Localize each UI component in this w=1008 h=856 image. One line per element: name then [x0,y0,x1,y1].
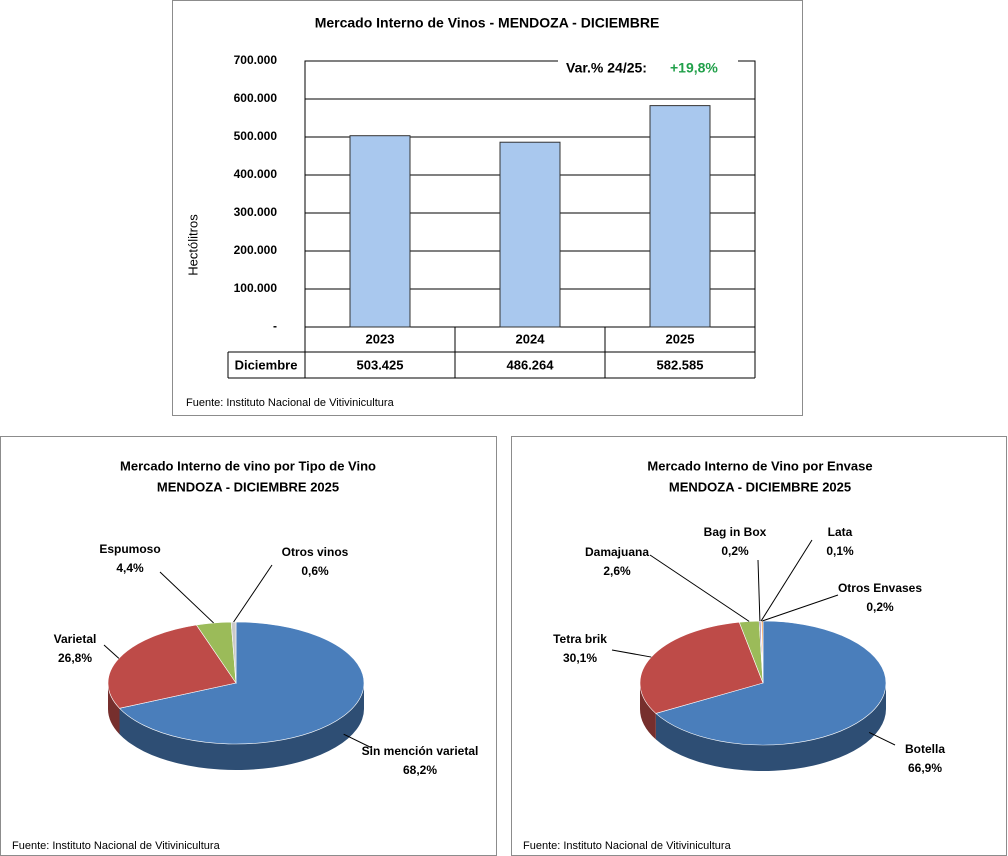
chart-title: Mercado Interno de vino por Tipo de Vino [120,458,376,473]
annotation: Var.% 24/25: [566,60,647,76]
slice-label: Damajuana [585,545,649,559]
y-tick-label: 200.000 [234,243,278,257]
leader-line [762,594,839,622]
annotation-box [558,55,738,82]
slice-value: 2,6% [603,564,631,578]
leader-line [343,733,373,749]
slice-label: Botella [905,742,945,756]
source: Fuente: Instituto Nacional de Vitivinicu… [12,840,221,852]
chart-title: Mercado Interno de Vino por Envase [647,458,872,473]
pie-slice-side [655,683,886,771]
chart-subtitle: MENDOZA - DICIEMBRE 2025 [669,479,851,494]
table-value: 486.264 [507,357,555,372]
bar [649,105,711,328]
slice-value: 66,9% [908,761,942,775]
slice-label: Varietal [54,632,97,646]
bar [349,135,411,328]
leader-line [649,554,750,622]
slice-value: 26,8% [58,651,92,665]
slice-value: 0,2% [721,544,749,558]
x-tick-label: 2024 [516,331,546,346]
leader-line [159,571,214,624]
source: Fuente: Instituto Nacional de Vitivinicu… [186,397,395,409]
leader-line [760,539,813,622]
slice-label: Sin mención varietal [362,744,479,758]
pie-slice-side [108,683,120,735]
source: Fuente: Instituto Nacional de Vitivinicu… [523,840,732,852]
x-tick-label: 2023 [366,331,395,346]
y-tick-label: 500.000 [234,129,278,143]
slice-value: 0,2% [866,600,894,614]
slice-value: 0,1% [826,544,854,558]
slice-label: Lata [828,525,853,539]
leader-line [757,559,761,622]
y-tick-label: - [273,319,277,333]
chart-subtitle: MENDOZA - DICIEMBRE 2025 [157,479,339,494]
pie-slice [655,620,887,746]
leader-line [103,644,120,659]
slice-label: Otros vinos [282,545,349,559]
slice-label: Tetra brik [553,632,607,646]
slice-value: 0,6% [301,564,329,578]
y-tick-label: 300.000 [234,205,278,219]
slice-label: Bag in Box [704,525,767,539]
leader-line [868,732,896,746]
row-label: Diciembre [235,357,298,372]
annotation-value: +19,8% [670,60,718,76]
chart-title: Mercado Interno de Vinos - MENDOZA - DIC… [315,15,660,31]
y-axis-title: Hectólitros [185,214,200,276]
pie-slice [118,621,365,745]
pie-slice [107,624,237,709]
y-tick-label: 700.000 [234,53,278,67]
leader-line [233,564,273,623]
slice-value: 4,4% [116,561,144,575]
bar [499,141,561,328]
table-value: 582.585 [657,357,704,372]
y-tick-label: 600.000 [234,91,278,105]
y-tick-label: 400.000 [234,167,278,181]
pie-slice-side [639,683,656,740]
slice-value: 68,2% [403,763,437,777]
pie-slice-side [119,683,364,770]
slice-label: Otros Envases [838,581,922,595]
slice-value: 30,1% [563,651,597,665]
x-tick-label: 2025 [666,331,695,346]
leader-line [611,649,652,658]
slice-label: Espumoso [99,542,160,556]
table-value: 503.425 [357,357,404,372]
y-tick-label: 100.000 [234,281,278,295]
